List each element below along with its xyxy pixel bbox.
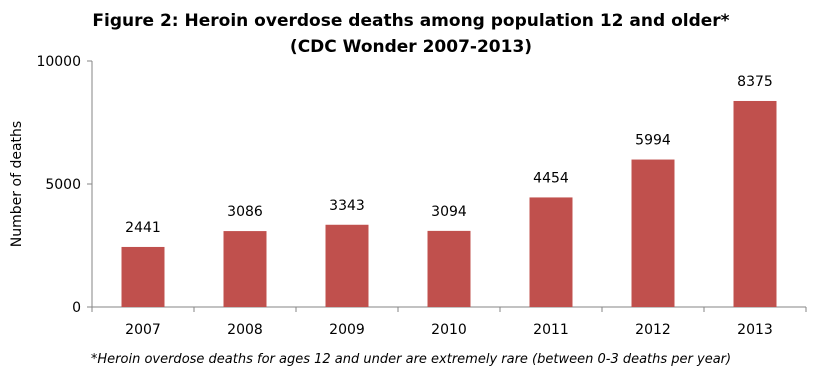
data-label-2011: 4454 — [533, 170, 569, 186]
data-labels: 2441 3086 3343 3094 4454 5994 8375 — [125, 74, 773, 236]
y-tick-label: 5000 — [45, 177, 81, 193]
bar-2011 — [529, 197, 573, 307]
footnote: *Heroin overdose deaths for ages 12 and … — [90, 352, 732, 367]
data-label-2013: 8375 — [737, 74, 773, 90]
y-tick-label: 10000 — [36, 54, 81, 70]
bar-2007 — [121, 246, 165, 307]
data-label-2009: 3343 — [329, 198, 365, 214]
x-tick-label: 2011 — [533, 322, 569, 338]
x-tick-label: 2013 — [737, 322, 773, 338]
data-label-2010: 3094 — [431, 204, 467, 220]
x-tick-label: 2012 — [635, 322, 671, 338]
chart-title-line2: (CDC Wonder 2007-2013) — [289, 37, 533, 57]
bar-2008 — [223, 231, 267, 307]
x-tick-label: 2010 — [431, 322, 467, 338]
data-label-2007: 2441 — [125, 220, 161, 236]
x-tick-label: 2009 — [329, 322, 365, 338]
bar-2010 — [427, 230, 471, 307]
chart-title-line1: Figure 2: Heroin overdose deaths among p… — [92, 11, 730, 31]
x-axis: 2007 2008 2009 2010 2011 2012 2013 — [91, 306, 807, 338]
bar-2013 — [733, 100, 777, 307]
data-label-2012: 5994 — [635, 133, 671, 149]
bar-2009 — [325, 224, 369, 307]
bars — [121, 100, 777, 307]
y-axis: 0 5000 10000 — [36, 54, 93, 316]
bar-2012 — [631, 159, 675, 307]
chart-title: Figure 2: Heroin overdose deaths among p… — [0, 8, 822, 60]
data-label-2008: 3086 — [227, 204, 263, 220]
x-tick-label: 2008 — [227, 322, 263, 338]
y-axis-label: Number of deaths — [9, 121, 25, 247]
x-tick-label: 2007 — [125, 322, 161, 338]
y-tick-label: 0 — [72, 300, 81, 316]
